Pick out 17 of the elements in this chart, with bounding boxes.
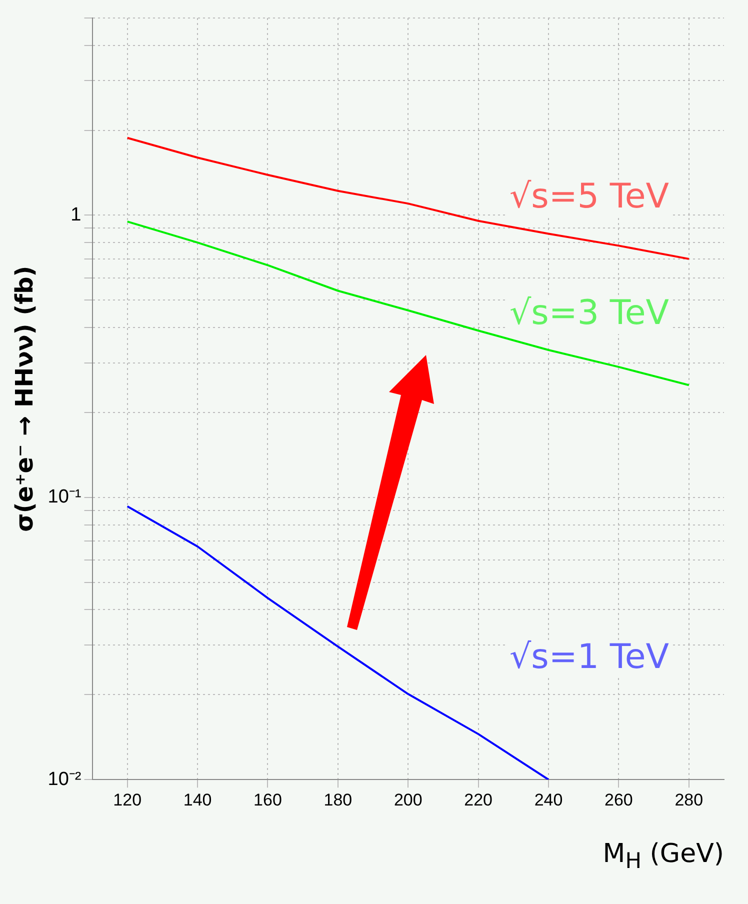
y-axis-title: σ(e⁺e⁻ → HHνν) (fb) xyxy=(10,266,39,532)
x-tick-label: 220 xyxy=(464,790,493,810)
y-tick-label: 10⁻² xyxy=(48,768,82,790)
x-tick-label: 200 xyxy=(394,790,422,810)
x-axis-title: M$_{H}$ (GeV) xyxy=(602,838,724,874)
y-tick-label: 1 xyxy=(70,204,82,226)
x-tick-label: 180 xyxy=(324,790,352,810)
x-tick-label: 280 xyxy=(674,790,704,810)
x-tick-label: 240 xyxy=(534,790,563,810)
x-tick-label: 140 xyxy=(183,790,212,810)
x-tick-label: 260 xyxy=(604,790,633,810)
series-label: √s=3 TeV xyxy=(510,292,669,333)
y-tick-label: 10⁻¹ xyxy=(48,486,82,508)
series-label: √s=1 TeV xyxy=(510,636,669,677)
series-label: √s=5 TeV xyxy=(510,176,669,217)
x-tick-label: 160 xyxy=(254,790,282,810)
x-tick-label: 120 xyxy=(113,790,142,810)
